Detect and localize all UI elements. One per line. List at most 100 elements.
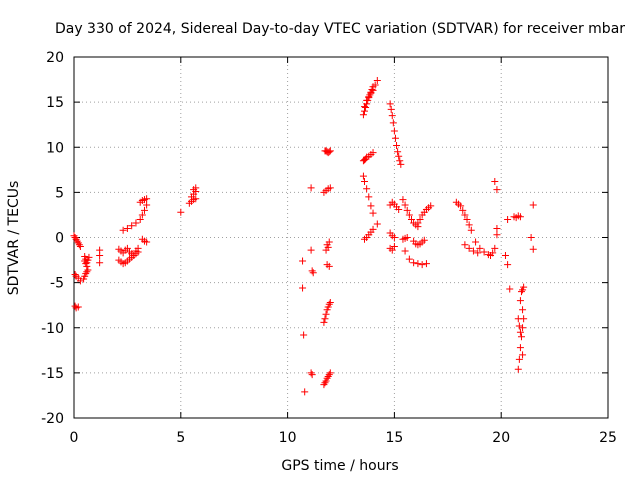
data-point <box>75 241 83 249</box>
data-point <box>461 241 469 249</box>
data-point <box>307 184 315 192</box>
data-point <box>395 152 403 160</box>
data-point <box>390 243 398 251</box>
data-point <box>386 100 394 108</box>
data-point <box>301 388 309 396</box>
data-point <box>388 246 396 254</box>
data-point <box>326 147 334 155</box>
data-point <box>326 369 334 377</box>
data-point <box>474 249 482 257</box>
data-point <box>403 234 411 241</box>
data-point <box>74 303 82 311</box>
data-point <box>520 283 528 291</box>
data-point <box>82 270 90 278</box>
data-point <box>76 277 84 285</box>
data-point <box>405 211 413 219</box>
data-point <box>363 185 371 193</box>
data-point <box>394 148 402 156</box>
data-point <box>395 206 403 214</box>
data-point <box>72 235 80 243</box>
data-point <box>515 322 523 330</box>
data-point <box>519 306 527 314</box>
data-point <box>393 141 401 149</box>
data-point <box>309 269 317 277</box>
data-point <box>457 202 465 210</box>
data-point <box>359 172 367 180</box>
chart-title: Day 330 of 2024, Sidereal Day-to-day VTE… <box>55 21 625 37</box>
data-point <box>514 315 522 323</box>
data-point <box>123 224 131 232</box>
x-tick-label: 15 <box>385 430 403 446</box>
data-point <box>192 195 200 203</box>
data-point <box>360 178 368 186</box>
data-point <box>401 247 409 255</box>
data-point <box>401 201 409 209</box>
y-tick-label: -5 <box>50 276 64 292</box>
data-point <box>515 355 523 363</box>
data-point <box>119 226 127 234</box>
data-point <box>322 310 330 318</box>
data-point <box>325 262 333 270</box>
data-point <box>493 224 501 232</box>
y-tick-label: 15 <box>46 95 64 111</box>
data-point <box>491 178 499 186</box>
data-point <box>472 238 480 246</box>
data-point <box>405 255 413 263</box>
data-point <box>489 249 497 257</box>
y-tick-labels: -20 -15 -10 -5 0 5 10 15 20 <box>41 50 64 427</box>
data-point <box>307 369 315 377</box>
data-point <box>360 107 368 115</box>
data-point <box>136 215 144 223</box>
axis-ticks <box>73 56 609 419</box>
data-point <box>143 238 151 246</box>
data-point <box>476 244 484 252</box>
data-point <box>506 285 514 293</box>
data-point <box>369 209 377 217</box>
data-point <box>407 215 415 223</box>
data-point <box>459 206 467 214</box>
y-tick-label: 20 <box>46 50 64 66</box>
y-tick-label: -10 <box>41 321 64 337</box>
data-point <box>514 365 522 373</box>
data-point <box>517 288 525 296</box>
data-point <box>321 315 329 323</box>
data-point <box>76 243 84 251</box>
data-point <box>362 104 370 112</box>
data-point <box>307 246 315 254</box>
data-point <box>132 219 140 227</box>
data-point <box>465 244 473 252</box>
data-point <box>519 351 527 359</box>
data-point <box>71 271 79 279</box>
data-point <box>501 252 509 260</box>
x-tick-label: 25 <box>599 430 617 446</box>
data-point <box>325 371 333 379</box>
data-point <box>418 261 426 269</box>
data-point <box>491 244 499 252</box>
data-point <box>516 213 524 221</box>
data-point <box>143 201 151 209</box>
data-point <box>299 257 307 265</box>
data-point <box>414 219 422 227</box>
data-point <box>300 331 308 339</box>
y-tick-label: 5 <box>55 185 64 201</box>
data-point <box>387 105 395 113</box>
data-point <box>504 215 512 223</box>
y-tick-label: -20 <box>41 411 64 427</box>
data-point <box>369 225 377 233</box>
data-point <box>192 184 200 192</box>
data-point <box>414 260 422 268</box>
data-point <box>469 247 477 255</box>
data-point <box>390 127 398 135</box>
data-point <box>420 236 428 244</box>
data-point <box>493 231 501 239</box>
data-point <box>504 261 512 269</box>
data-point <box>325 238 333 246</box>
data-point <box>320 318 328 326</box>
data-point <box>320 381 328 389</box>
data-point <box>70 232 78 240</box>
data-point <box>396 157 404 165</box>
data-point <box>403 206 411 214</box>
data-point <box>388 112 396 120</box>
data-point <box>371 81 379 89</box>
